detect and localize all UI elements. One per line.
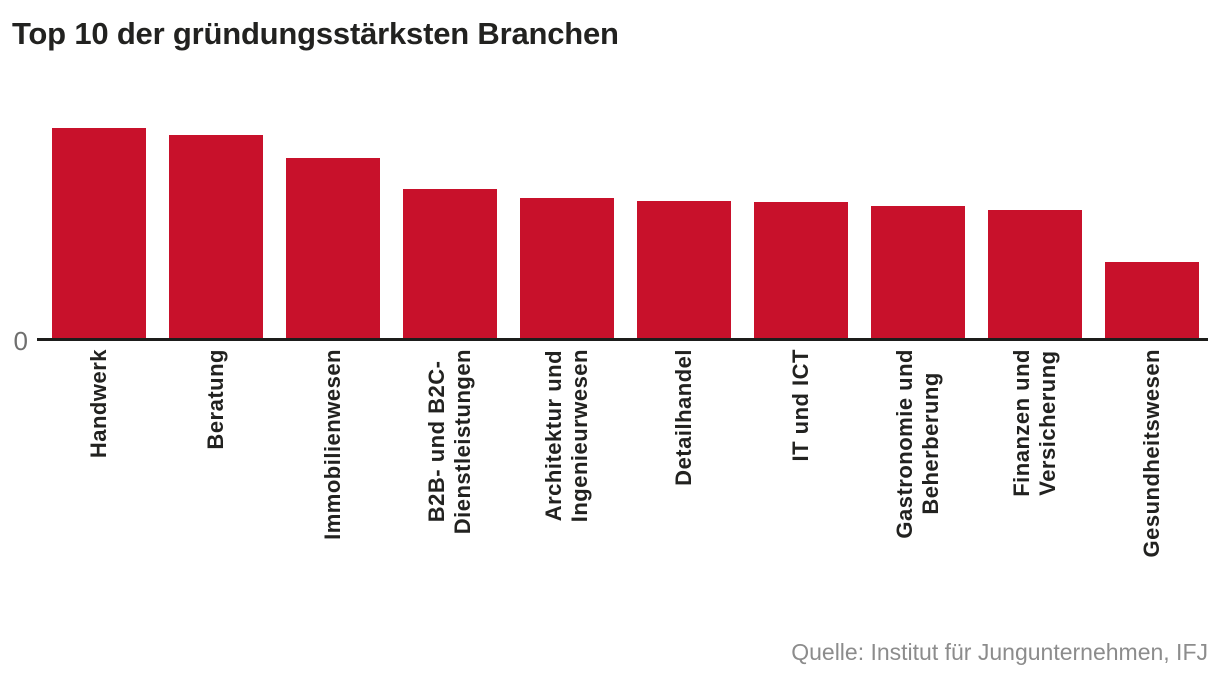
bar <box>520 198 614 338</box>
category-label-text: Handwerk <box>86 349 111 459</box>
source-caption: Quelle: Institut für Jungunternehmen, IF… <box>791 639 1208 665</box>
category-label-text: Detailhandel <box>671 349 696 486</box>
category-label: Immobilienwesen <box>286 349 380 597</box>
chart-title: Top 10 der gründungsstärksten Branchen <box>12 16 619 51</box>
category-label: IT und ICT <box>754 349 848 597</box>
category-label: Finanzen und Versicherung <box>988 349 1082 597</box>
category-label: Detailhandel <box>637 349 731 597</box>
x-axis-label-row: Handwerk Beratung Immobilienwesen B2B- und … <box>52 349 1199 597</box>
category-label-text: Architektur und Ingenieurwesen <box>541 349 592 523</box>
category-label-text: IT und ICT <box>788 349 813 462</box>
category-label: Beratung <box>169 349 263 597</box>
bar <box>52 128 146 338</box>
bar <box>169 135 263 338</box>
category-label: Gesundheitswesen <box>1105 349 1199 597</box>
category-label-text: Gastronomie und Beherberung <box>892 349 943 539</box>
category-label-text: Beratung <box>203 349 228 450</box>
category-label-text: Finanzen und Versicherung <box>1009 349 1060 497</box>
bar <box>637 201 731 338</box>
bar <box>286 158 380 338</box>
category-label: Architektur und Ingenieurwesen <box>520 349 614 597</box>
category-label-text: Gesundheitswesen <box>1139 349 1164 558</box>
category-label: Handwerk <box>52 349 146 597</box>
x-axis-line <box>37 338 1208 341</box>
y-axis-zero-tick-label: 0 <box>13 326 28 356</box>
bar <box>871 206 965 338</box>
bar <box>754 202 848 338</box>
category-label: B2B- und B2C- Dienstleistungen <box>403 349 497 597</box>
category-label: Gastronomie und Beherberung <box>871 349 965 597</box>
plot-area <box>52 128 1199 338</box>
category-label-text: B2B- und B2C- Dienstleistungen <box>424 349 475 535</box>
category-label-text: Immobilienwesen <box>320 349 345 540</box>
bar <box>1105 262 1199 338</box>
bar <box>403 189 497 338</box>
bar <box>988 210 1082 338</box>
